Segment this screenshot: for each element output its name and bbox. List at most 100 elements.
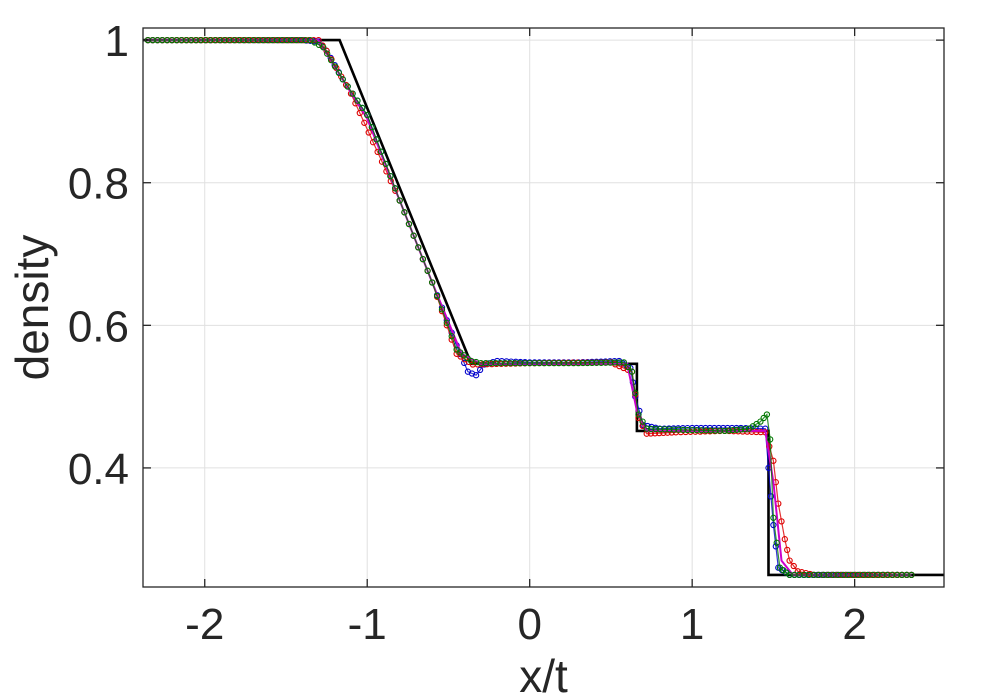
x-axis-title: x/t <box>519 650 568 700</box>
data-point <box>643 425 650 432</box>
data-point <box>579 359 587 367</box>
data-point <box>438 306 446 313</box>
data-point <box>377 148 385 155</box>
data-point <box>632 389 639 397</box>
data-point <box>773 539 780 546</box>
data-point <box>342 81 350 89</box>
data-point <box>365 129 372 136</box>
data-point <box>335 69 343 77</box>
data-point <box>361 119 368 126</box>
data-point <box>772 543 779 550</box>
data-point <box>364 111 371 119</box>
x-tick-label: -1 <box>348 600 387 649</box>
data-point <box>339 76 346 83</box>
y-axis-title: density <box>6 235 58 381</box>
data-point <box>368 124 376 131</box>
data-point <box>757 428 764 436</box>
data-point <box>639 418 646 425</box>
y-tick-label: 0.6 <box>68 302 129 351</box>
data-point <box>757 418 764 425</box>
data-point <box>419 255 427 263</box>
series-4 <box>144 36 915 579</box>
y-tick-label: 0.8 <box>68 160 129 209</box>
data-point <box>908 571 915 579</box>
data-point <box>382 160 389 168</box>
data-point <box>652 425 659 433</box>
data-point <box>620 359 628 366</box>
x-tick-label: -2 <box>185 600 224 649</box>
data-point <box>670 426 678 433</box>
data-point <box>443 319 450 326</box>
data-point <box>405 220 413 228</box>
data-point <box>781 536 788 543</box>
data-point <box>401 209 408 216</box>
data-point <box>602 359 609 366</box>
data-point <box>476 366 484 374</box>
data-point <box>373 136 380 143</box>
data-point <box>784 546 791 554</box>
data-point <box>588 359 596 367</box>
axis-ticks: -2 -1 0 1 2 0.4 0.6 0.8 1 <box>68 17 944 649</box>
data-point <box>689 426 696 434</box>
data-point <box>429 279 436 286</box>
data-point <box>725 427 732 434</box>
x-tick-label: 2 <box>842 600 866 649</box>
data-point <box>607 359 614 366</box>
data-point <box>387 172 394 180</box>
axes-box <box>142 27 945 588</box>
data-point <box>635 411 642 418</box>
data-point <box>741 425 749 433</box>
series-3 <box>147 39 912 576</box>
data-point <box>778 518 785 525</box>
data-point <box>433 292 441 300</box>
data-point <box>753 428 760 436</box>
data-point <box>648 425 655 433</box>
data-point <box>324 50 331 57</box>
data-point <box>584 359 591 367</box>
series-3-line <box>147 39 912 576</box>
plot-series <box>143 36 944 579</box>
data-point <box>693 427 700 434</box>
data-point <box>763 411 771 418</box>
data-point <box>598 359 605 366</box>
data-point <box>359 104 366 112</box>
data-point <box>657 425 664 433</box>
data-point <box>472 372 480 379</box>
data-point <box>729 426 736 434</box>
data-point <box>354 97 361 104</box>
data-point <box>767 493 775 500</box>
y-tick-label: 0.4 <box>68 445 129 494</box>
data-point <box>327 56 335 64</box>
data-point <box>349 90 356 97</box>
data-point <box>611 359 618 366</box>
data-point <box>666 426 673 433</box>
data-point <box>684 426 691 434</box>
y-tick-label: 1 <box>105 17 129 66</box>
data-point <box>575 359 582 367</box>
data-point <box>344 83 351 90</box>
data-point <box>770 514 777 521</box>
data-point <box>331 63 339 70</box>
x-tick-label: 1 <box>680 600 704 649</box>
data-point <box>415 244 422 251</box>
x-tick-label: 0 <box>517 600 541 649</box>
data-point <box>661 426 669 433</box>
data-point <box>628 368 636 375</box>
data-point <box>593 359 600 366</box>
data-point <box>320 44 327 51</box>
data-point <box>448 333 455 340</box>
data-point <box>616 359 623 366</box>
data-point <box>702 427 710 434</box>
data-point <box>790 562 797 570</box>
data-point <box>356 109 363 117</box>
data-point <box>391 185 399 192</box>
data-point <box>712 427 719 434</box>
data-point <box>424 267 431 274</box>
data-point <box>786 557 793 564</box>
data-point <box>767 436 774 443</box>
data-point <box>760 414 767 422</box>
data-point <box>675 426 682 433</box>
data-point <box>766 443 773 450</box>
